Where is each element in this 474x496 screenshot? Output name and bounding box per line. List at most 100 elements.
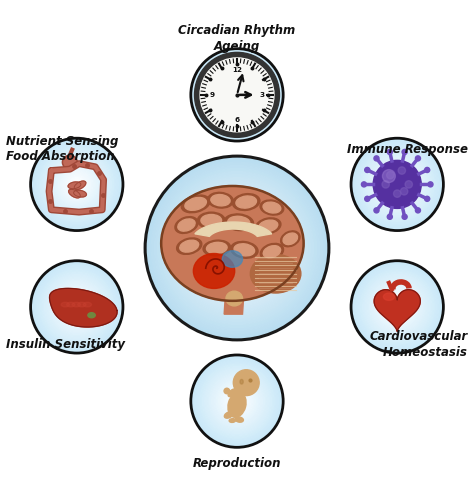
Circle shape xyxy=(230,88,244,102)
Circle shape xyxy=(219,383,255,420)
Circle shape xyxy=(65,173,88,196)
Polygon shape xyxy=(224,287,245,314)
Circle shape xyxy=(45,152,109,217)
Ellipse shape xyxy=(181,195,210,213)
Ellipse shape xyxy=(263,246,281,258)
Circle shape xyxy=(219,230,255,266)
Circle shape xyxy=(367,154,427,214)
Circle shape xyxy=(365,275,429,339)
Ellipse shape xyxy=(228,216,250,228)
Circle shape xyxy=(225,236,249,260)
Circle shape xyxy=(363,150,432,219)
Circle shape xyxy=(425,168,430,173)
Circle shape xyxy=(402,214,407,219)
Circle shape xyxy=(356,265,439,349)
Circle shape xyxy=(234,245,240,251)
Circle shape xyxy=(222,233,252,263)
Circle shape xyxy=(51,282,102,332)
Ellipse shape xyxy=(185,197,206,210)
Circle shape xyxy=(51,159,102,210)
Ellipse shape xyxy=(208,192,233,208)
Circle shape xyxy=(221,385,253,417)
Circle shape xyxy=(415,208,420,213)
Polygon shape xyxy=(374,290,420,331)
Circle shape xyxy=(358,268,437,346)
Circle shape xyxy=(49,157,104,212)
Text: 9: 9 xyxy=(210,92,215,98)
Circle shape xyxy=(157,168,317,328)
Text: Nutrient Sensing
Food Absorption: Nutrient Sensing Food Absorption xyxy=(6,135,118,163)
Circle shape xyxy=(56,286,98,328)
Circle shape xyxy=(386,173,409,196)
Circle shape xyxy=(31,138,123,231)
Ellipse shape xyxy=(83,302,91,307)
Circle shape xyxy=(191,49,283,141)
Circle shape xyxy=(388,298,406,316)
Circle shape xyxy=(230,394,244,408)
Circle shape xyxy=(376,286,418,328)
Circle shape xyxy=(379,166,416,203)
Ellipse shape xyxy=(69,189,80,198)
Ellipse shape xyxy=(178,219,195,231)
Ellipse shape xyxy=(224,214,254,231)
Ellipse shape xyxy=(229,419,236,423)
Text: Circadian Rhythm
Ageing: Circadian Rhythm Ageing xyxy=(178,24,296,53)
Circle shape xyxy=(54,284,100,330)
Circle shape xyxy=(49,279,104,335)
Circle shape xyxy=(219,76,255,113)
Circle shape xyxy=(47,154,107,214)
Circle shape xyxy=(145,156,329,340)
Circle shape xyxy=(61,168,93,200)
Circle shape xyxy=(351,138,443,231)
Ellipse shape xyxy=(211,194,230,206)
Ellipse shape xyxy=(74,181,86,189)
Circle shape xyxy=(362,182,366,187)
Circle shape xyxy=(202,60,272,129)
Circle shape xyxy=(63,293,91,321)
Text: Reproduction: Reproduction xyxy=(193,457,281,470)
Circle shape xyxy=(193,51,281,139)
Circle shape xyxy=(376,164,418,205)
Circle shape xyxy=(232,90,242,100)
Ellipse shape xyxy=(240,379,243,384)
Circle shape xyxy=(200,58,274,132)
Circle shape xyxy=(379,289,416,325)
Circle shape xyxy=(211,376,263,427)
Circle shape xyxy=(358,145,437,224)
Ellipse shape xyxy=(88,312,95,318)
Circle shape xyxy=(193,357,281,445)
Circle shape xyxy=(221,79,253,111)
Circle shape xyxy=(58,166,95,203)
Circle shape xyxy=(195,360,279,443)
Text: Insulin Sensitivity: Insulin Sensitivity xyxy=(6,338,125,351)
Circle shape xyxy=(387,149,392,155)
Circle shape xyxy=(425,196,430,201)
Circle shape xyxy=(198,56,276,134)
Circle shape xyxy=(223,81,251,109)
Circle shape xyxy=(151,162,323,334)
Circle shape xyxy=(214,72,260,118)
Circle shape xyxy=(61,291,93,323)
Polygon shape xyxy=(50,288,117,327)
Circle shape xyxy=(37,268,116,346)
Circle shape xyxy=(388,175,406,193)
Circle shape xyxy=(197,208,277,288)
Circle shape xyxy=(72,180,82,189)
Circle shape xyxy=(351,261,443,353)
Ellipse shape xyxy=(255,218,281,234)
Circle shape xyxy=(70,178,84,191)
Circle shape xyxy=(207,65,267,125)
Circle shape xyxy=(372,159,423,210)
Circle shape xyxy=(202,367,272,436)
Circle shape xyxy=(200,58,274,132)
Polygon shape xyxy=(195,222,272,237)
Circle shape xyxy=(148,159,326,337)
Ellipse shape xyxy=(222,251,243,267)
Circle shape xyxy=(228,392,246,410)
Circle shape xyxy=(37,145,116,224)
Ellipse shape xyxy=(175,217,198,234)
Ellipse shape xyxy=(283,233,298,245)
Circle shape xyxy=(374,156,379,161)
Circle shape xyxy=(415,156,420,161)
Circle shape xyxy=(145,156,329,340)
